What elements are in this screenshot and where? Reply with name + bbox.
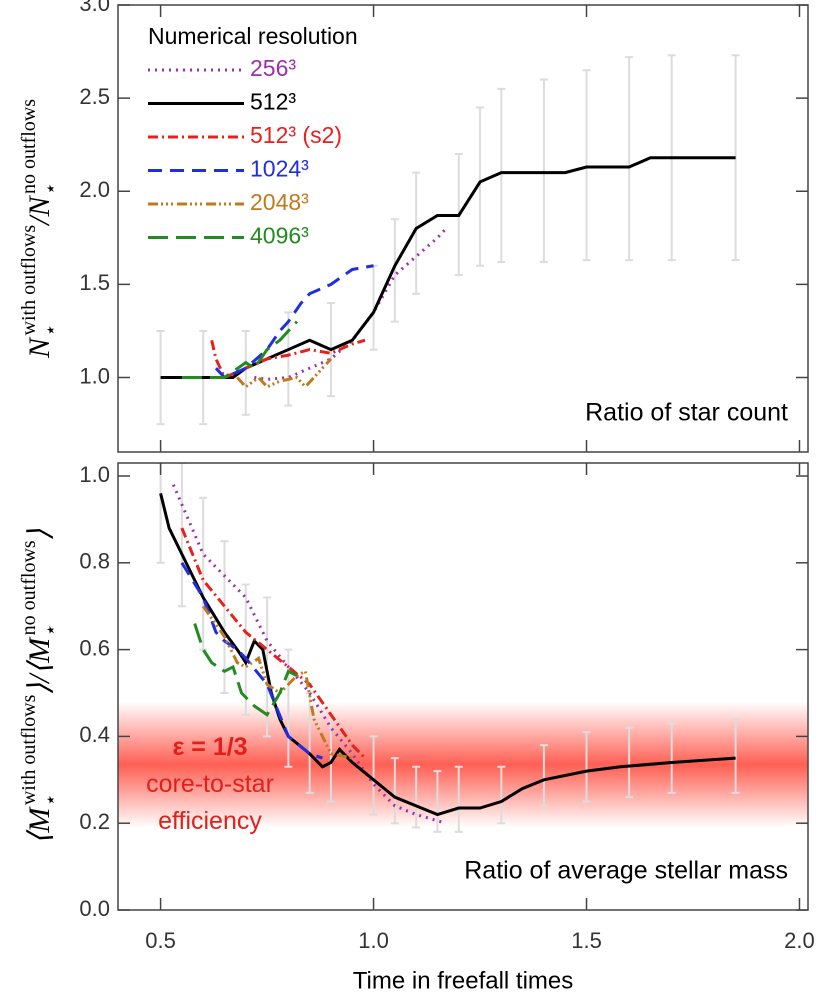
y-label-part: ⟨M: [23, 806, 56, 845]
error-bar: [156, 463, 165, 564]
legend-label: 4096³: [250, 223, 309, 249]
y-axis-label: ⟨M⋆with outflows⟩/⟨M⋆no outflows⟩: [18, 528, 62, 844]
y-tick-label: 0.8: [79, 549, 110, 574]
error-bar: [241, 329, 250, 416]
legend-label: 512³: [250, 89, 296, 115]
series-line: [171, 484, 447, 825]
error-bar: [177, 463, 186, 608]
error-bar: [582, 69, 591, 262]
y-tick-label: 0.4: [79, 722, 110, 747]
y-axis-label: N⋆with outflows/N⋆no outflows: [18, 99, 62, 359]
x-tick-label: 1.5: [571, 928, 602, 953]
error-bar: [199, 496, 208, 651]
y-tick-label: 1.5: [79, 270, 110, 295]
y-tick-label: 0.2: [79, 809, 110, 834]
series-line: [214, 264, 374, 380]
band-label: efficiency: [158, 807, 262, 835]
plot-area: [118, 463, 808, 833]
series-line: [201, 605, 353, 760]
y-tick-label: 0.6: [79, 635, 110, 660]
y-label-part: ⋆: [40, 325, 62, 338]
y-label-part: no outflows: [18, 99, 40, 194]
legend-title: Numerical resolution: [148, 23, 358, 49]
error-bar: [539, 744, 548, 807]
x-tick-label: 2.0: [784, 928, 815, 953]
y-tick-label: 0.0: [79, 896, 110, 921]
y-label-part: no outflows: [18, 540, 40, 635]
legend-label: 512³ (s2): [250, 122, 342, 148]
band-label: ε = 1/3: [172, 733, 247, 761]
y-label-part: with outflows: [18, 225, 40, 336]
series-line: [160, 156, 736, 379]
error-bar: [625, 56, 634, 262]
error-bar: [241, 583, 250, 716]
error-bar: [412, 171, 421, 295]
error-bar: [497, 765, 506, 825]
error-bar: [731, 718, 740, 794]
y-label-part: N: [23, 336, 56, 359]
error-bar: [667, 722, 676, 794]
error-bar: [369, 735, 378, 816]
plot-frame: [117, 462, 809, 911]
legend-label: 2048³: [250, 189, 309, 215]
y-label-part: /: [23, 214, 56, 227]
error-bar: [476, 106, 485, 267]
error-bar: [390, 218, 399, 323]
error-bar: [454, 765, 463, 833]
error-bar: [284, 311, 293, 407]
y-label-part: ⋆: [40, 795, 62, 808]
error-bar: [582, 731, 591, 803]
y-label-part: ⟩: [23, 528, 56, 540]
series-line: [180, 562, 323, 760]
error-bar: [731, 54, 740, 262]
error-bar: [539, 78, 548, 264]
plot-area: [156, 54, 740, 426]
x-axis-label: Time in freefall times: [353, 967, 574, 994]
series-line: [181, 320, 298, 379]
error-bar: [390, 757, 399, 825]
error-bar: [220, 540, 229, 695]
series-line: [193, 623, 298, 717]
y-label-part: N: [23, 195, 56, 218]
legend-label: 1024³: [250, 156, 309, 182]
error-bar: [412, 765, 421, 829]
y-tick-label: 2.5: [79, 84, 110, 109]
y-label-part: ⋆: [40, 184, 62, 197]
x-tick-label: 0.5: [145, 928, 176, 953]
y-tick-label: 1.0: [79, 462, 110, 487]
series-line: [236, 357, 333, 390]
y-tick-label: 3.0: [79, 0, 110, 16]
panel-annotation: Ratio of star count: [585, 399, 788, 427]
y-label-part: ⟩/⟨M: [23, 636, 56, 695]
y-tick-label: 2.0: [79, 177, 110, 202]
band-label: core-to-star: [146, 770, 274, 798]
error-bar: [305, 692, 314, 794]
series-line: [180, 527, 367, 760]
panel-annotation: Ratio of average stellar mass: [464, 857, 788, 885]
y-tick-label: 1.0: [79, 363, 110, 388]
y-label-part: ⋆: [40, 625, 62, 638]
x-tick-label: 1.0: [358, 928, 389, 953]
error-bar: [284, 648, 293, 768]
y-label-part: with outflows: [18, 694, 40, 805]
plot-frame: [117, 4, 809, 453]
error-bar: [497, 87, 506, 264]
series-line: [210, 338, 366, 380]
error-bar: [433, 770, 442, 833]
error-bar: [625, 726, 634, 799]
legend-label: 256³: [250, 55, 296, 81]
series-line: [254, 227, 448, 381]
